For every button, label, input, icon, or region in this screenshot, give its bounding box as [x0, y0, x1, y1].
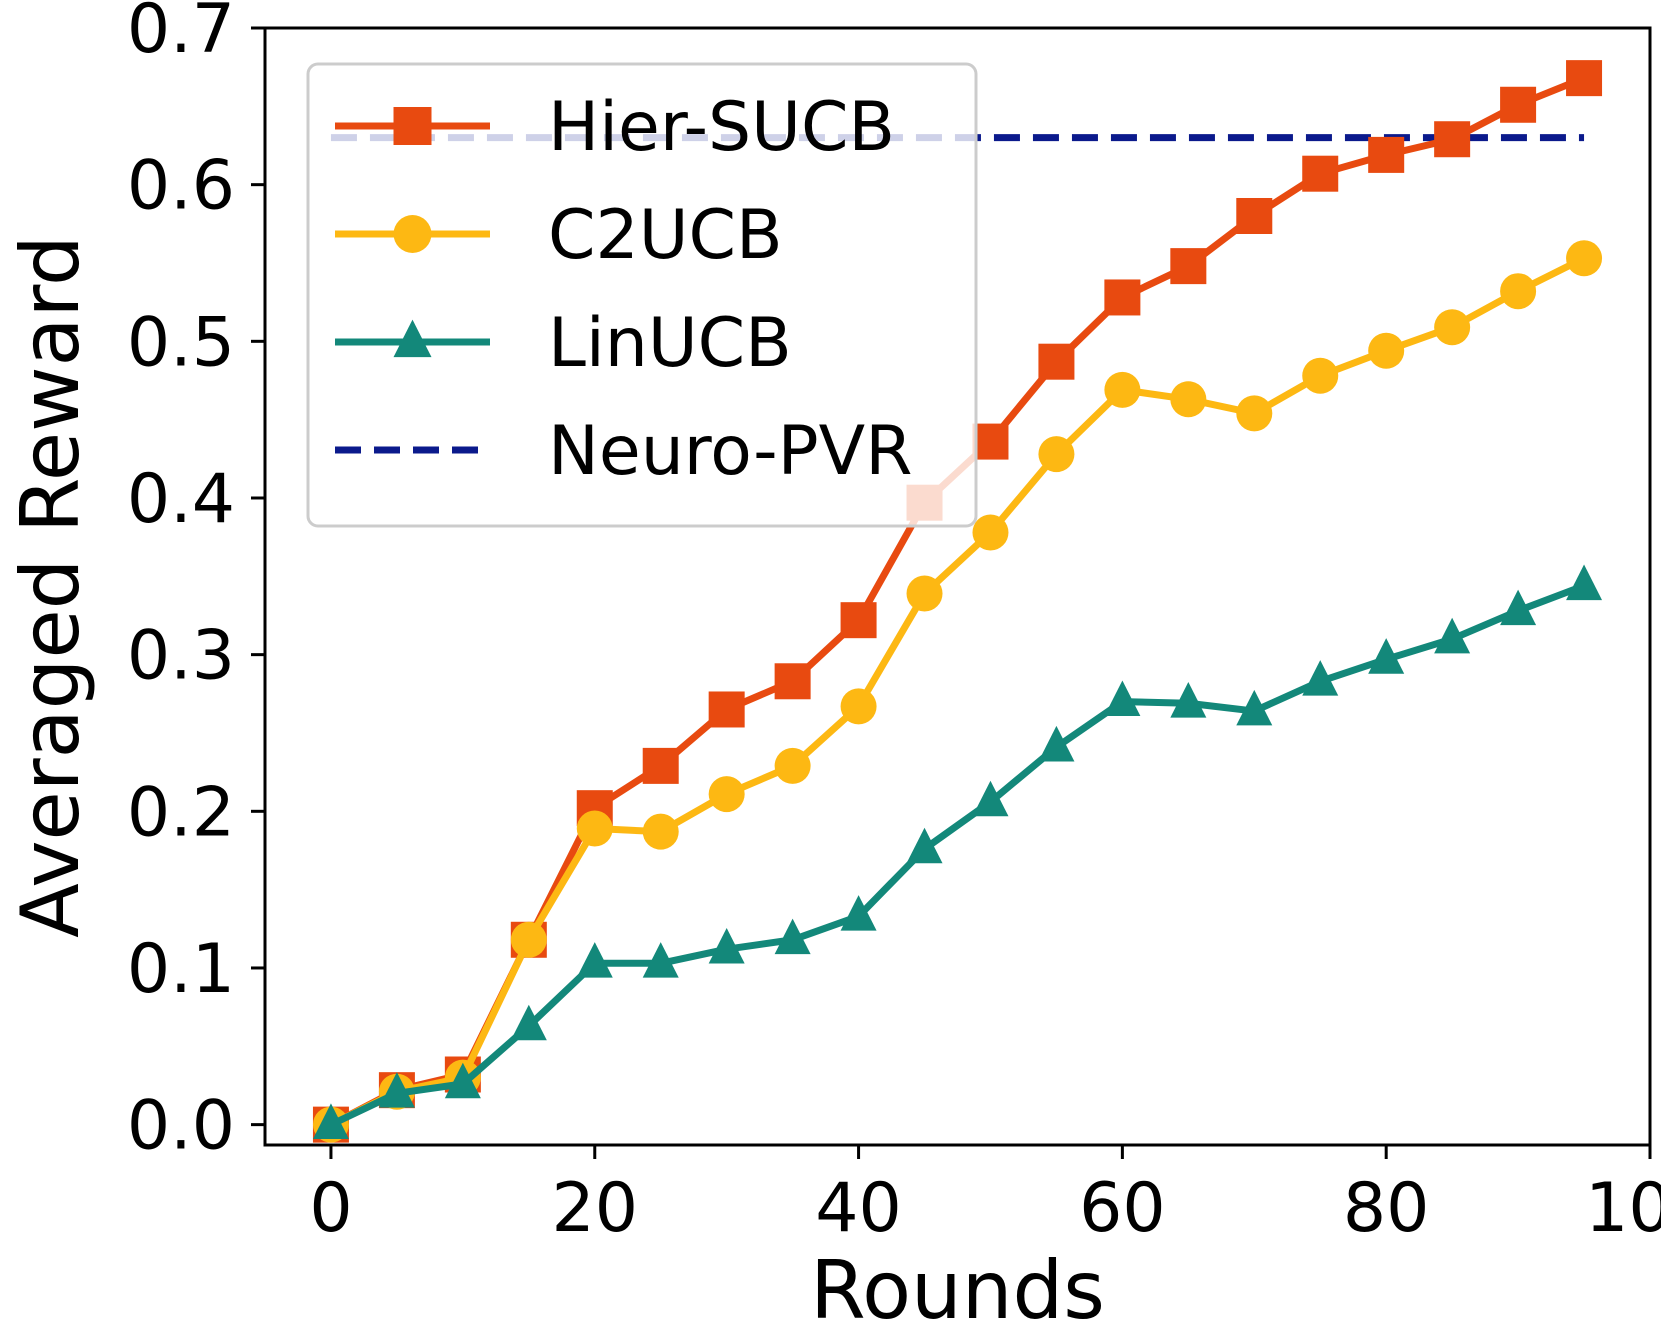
data-point-c2ucb [1236, 395, 1273, 432]
data-point-c2ucb [1500, 273, 1537, 310]
x-tick-label: 40 [815, 1169, 902, 1248]
x-tick-label: 80 [1343, 1169, 1430, 1248]
data-point-linucb [378, 1072, 415, 1108]
legend-label: LinUCB [548, 304, 792, 383]
legend-marker [393, 215, 432, 253]
series-layer [312, 60, 1603, 1143]
y-axis-title: Averaged Reward [4, 235, 97, 938]
data-point-hier-sucb [1500, 86, 1537, 123]
data-point-hier-sucb [708, 691, 745, 728]
x-tick-label: 60 [1079, 1169, 1166, 1248]
data-point-linucb [840, 895, 877, 931]
data-point-c2ucb [1368, 332, 1405, 369]
plot-frame [263, 26, 1652, 1147]
series-linucb [312, 564, 1603, 1139]
data-point-c2ucb [708, 776, 745, 813]
data-point-c2ucb [972, 514, 1009, 551]
axes-layer: 0 20 40 60 80 100 0.0 0.1 0.2 0.3 0.4 0.5 0.6 0.7 [127, 0, 1661, 1248]
y-tick-label: 0.4 [127, 460, 235, 539]
legend-item-hier-sucb: Hier-SUCB [335, 88, 895, 167]
data-point-hier-sucb [1236, 197, 1273, 234]
y-tick-label: 0.2 [127, 773, 235, 852]
legend-item-neuro-pvr: Neuro-PVR [335, 412, 912, 491]
data-point-c2ucb [906, 575, 943, 612]
data-point-c2ucb [774, 747, 811, 784]
data-point-hier-sucb [1170, 248, 1207, 285]
y-tick-label: 0.0 [127, 1087, 235, 1166]
legend-marker [393, 107, 432, 145]
data-point-linucb [576, 942, 613, 978]
x-tick-label: 0 [309, 1169, 352, 1248]
data-point-hier-sucb [642, 747, 679, 784]
data-point-hier-sucb [972, 423, 1009, 460]
data-point-linucb [444, 1062, 481, 1099]
data-point-linucb [1104, 680, 1141, 717]
data-point-hier-sucb [1566, 60, 1603, 97]
data-point-linucb [1434, 617, 1471, 654]
legend-label: Hier-SUCB [548, 88, 895, 167]
y-tick-label: 0.7 [127, 0, 235, 69]
legend-box [306, 62, 978, 528]
x-tick-label: 100 [1585, 1169, 1661, 1248]
data-point-c2ucb [1566, 240, 1603, 277]
legend-label: Neuro-PVR [548, 412, 912, 491]
data-point-c2ucb [1170, 381, 1207, 418]
data-point-linucb [1566, 564, 1603, 601]
data-point-linucb [1038, 725, 1075, 762]
data-point-linucb [1302, 660, 1339, 696]
data-point-linucb [708, 927, 745, 964]
data-point-hier-sucb [1434, 121, 1471, 158]
data-point-linucb [906, 827, 943, 864]
x-tick-label: 20 [551, 1169, 638, 1248]
data-point-c2ucb [1434, 309, 1471, 346]
data-point-linucb [312, 1103, 349, 1139]
x-axis-title: Rounds [810, 1244, 1105, 1329]
data-point-hier-sucb [1038, 343, 1075, 380]
data-point-linucb [972, 780, 1009, 817]
y-tick-label: 0.6 [127, 147, 235, 226]
y-tick-label: 0.5 [127, 303, 235, 382]
data-point-hier-sucb [840, 602, 877, 639]
legend-item-linucb: LinUCB [335, 304, 792, 383]
data-point-linucb [1170, 682, 1207, 718]
data-point-linucb [774, 918, 811, 955]
data-point-linucb [642, 942, 679, 978]
data-point-c2ucb [1038, 436, 1075, 473]
data-point-c2ucb [576, 810, 613, 847]
data-point-c2ucb [1104, 371, 1141, 408]
data-point-linucb [510, 1004, 547, 1041]
data-point-linucb [1500, 589, 1537, 626]
y-tick-label: 0.3 [127, 617, 235, 696]
legend-label: C2UCB [548, 196, 783, 275]
legend-marker [393, 319, 432, 358]
data-point-linucb [1236, 689, 1273, 726]
legend: Hier-SUCB C2UCB LinUCB Neuro-PVR [306, 62, 978, 528]
data-point-linucb [1368, 638, 1405, 674]
data-point-c2ucb [642, 813, 679, 850]
data-point-c2ucb [1302, 357, 1339, 394]
data-point-c2ucb [510, 921, 547, 958]
legend-item-c2ucb: C2UCB [335, 196, 783, 275]
data-point-hier-sucb [1368, 136, 1405, 173]
data-point-c2ucb [840, 688, 877, 725]
data-point-hier-sucb [774, 663, 811, 700]
data-point-hier-sucb [1104, 279, 1141, 316]
y-tick-label: 0.1 [127, 930, 235, 1009]
data-point-hier-sucb [1302, 155, 1339, 192]
